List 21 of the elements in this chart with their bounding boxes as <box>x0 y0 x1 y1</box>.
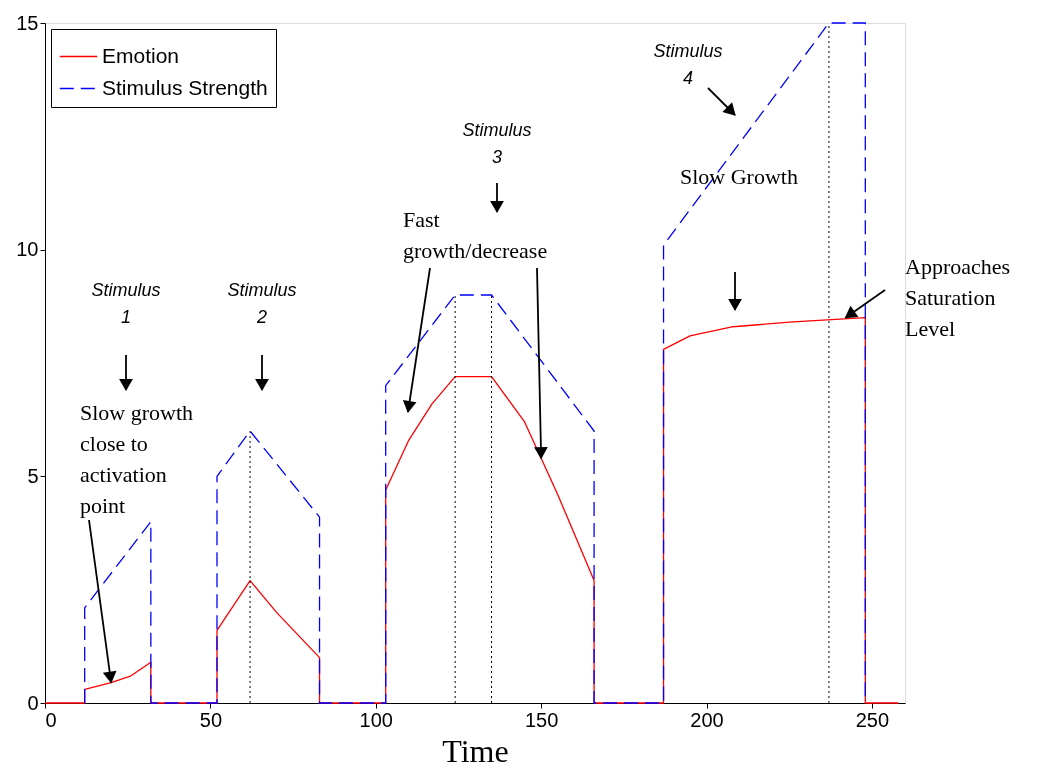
x-tick-label: 250 <box>855 708 890 731</box>
x-tick-label: 200 <box>690 708 724 731</box>
annotation: Slow growth close to activation point <box>80 400 194 518</box>
x-tick-label: 0 <box>45 708 57 731</box>
x-tick-label: 100 <box>359 708 393 731</box>
annotation: Approaches Saturation Level <box>905 254 1011 341</box>
legend-label: Stimulus Strength <box>102 75 268 99</box>
annotation: Stimulus 4 <box>653 41 723 88</box>
y-tick-label: 0 <box>27 691 39 714</box>
annotation: Stimulus 1 <box>91 280 161 327</box>
legend-label: Emotion <box>102 43 180 67</box>
annotation: Stimulus 3 <box>462 120 532 167</box>
y-tick-label: 15 <box>16 11 39 34</box>
annotation: Slow Growth <box>680 164 798 189</box>
annotation: Stimulus 2 <box>227 280 297 327</box>
y-tick-label: 10 <box>16 238 39 261</box>
x-tick-label: 150 <box>524 708 559 731</box>
x-axis-title: Time <box>442 732 509 769</box>
annotation: Fast growth/decrease <box>403 207 548 263</box>
x-tick-label: 50 <box>199 708 223 731</box>
y-tick-label: 5 <box>27 464 39 487</box>
